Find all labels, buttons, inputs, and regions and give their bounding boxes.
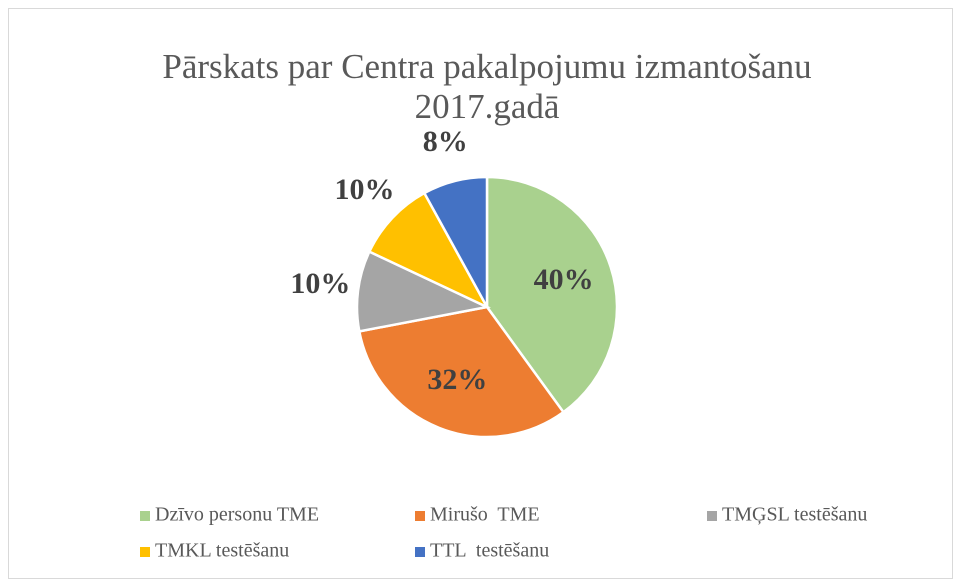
pie-slice [367,191,490,310]
pie-slice [422,175,489,308]
data-label: 32% [427,363,487,396]
data-label: 40% [534,263,594,296]
legend-swatch [707,511,717,521]
legend-label: TMĢSL testēšanu [722,504,867,526]
legend-label: TMKL testēšanu [155,540,289,562]
legend-swatch [140,547,150,557]
chart-title: Pārskats par Centra pakalpojumu izmantoš… [162,47,811,86]
pie-slice [357,305,566,439]
legend-label: Dzīvo personu TME [155,504,319,526]
pie-slice [485,175,619,414]
chart-title: 2017.gadā [415,87,560,126]
legend-swatch [415,547,425,557]
legend-label: Mirušo TME [430,504,540,526]
data-label: 8% [423,125,468,158]
data-label: 10% [290,267,350,300]
legend-swatch [415,511,425,521]
legend-label: TTL testēšanu [430,540,549,562]
data-label: 10% [335,173,395,206]
legend-swatch [140,511,150,521]
pie-slice [355,249,492,333]
